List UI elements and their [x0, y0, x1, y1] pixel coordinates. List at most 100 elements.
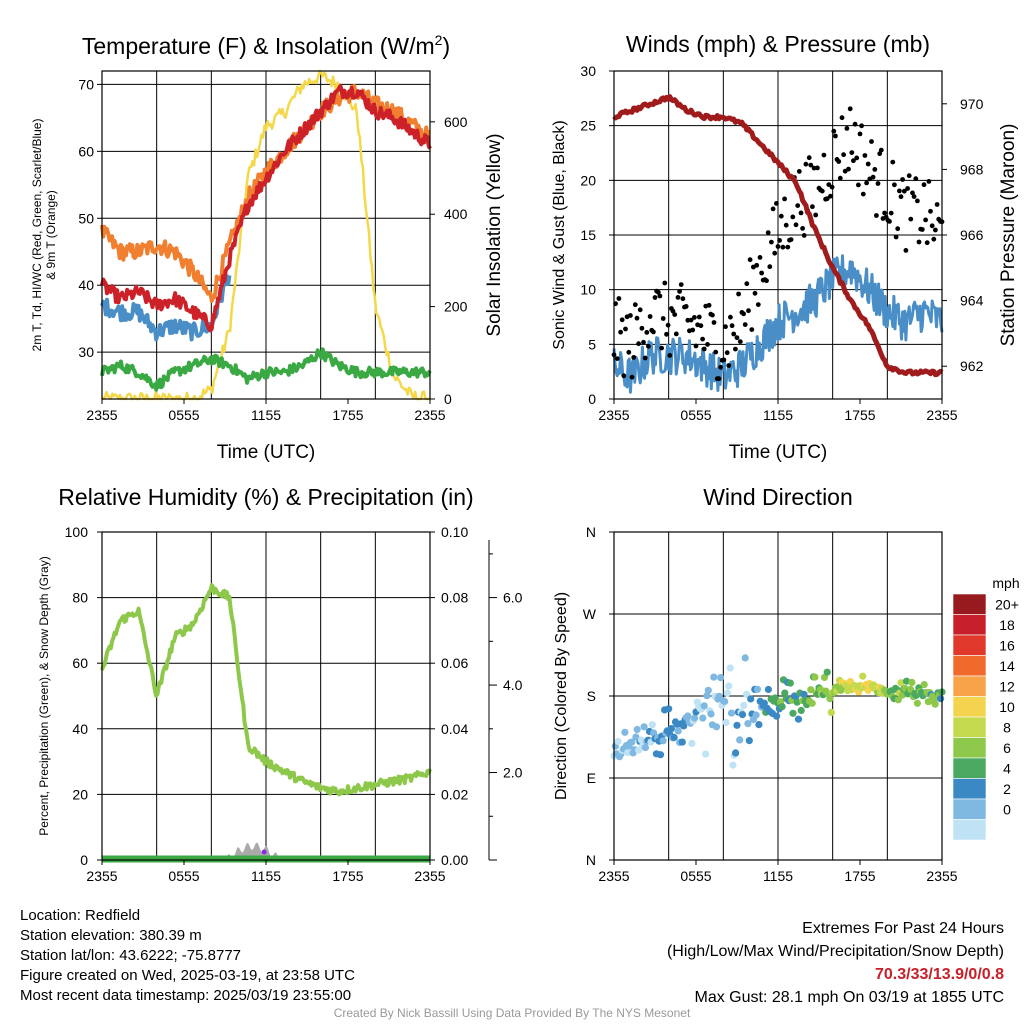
gust-point [767, 264, 773, 270]
direction-point [656, 751, 665, 759]
rh-ylabel: Percent, Precipitation (Green), & Snow D… [37, 556, 51, 835]
colorbar-swatch [952, 716, 987, 738]
rh-y2-ticks: 0.00 0.02 0.04 0.06 0.08 0.10 [430, 524, 468, 868]
gust-point [852, 121, 858, 127]
y-tick-label: N [586, 524, 596, 540]
temp-ylabel-right: Solar Insolation (Yellow) [484, 133, 505, 336]
direction-point [670, 733, 678, 742]
gust-point [690, 327, 696, 333]
dewpoint-line [100, 347, 432, 392]
gust-point [890, 159, 896, 165]
y2-tick-label: 200 [444, 299, 468, 315]
gust-point [828, 193, 833, 199]
y-tick-label: 80 [72, 590, 88, 606]
direction-point [717, 674, 725, 682]
gust-point [800, 226, 805, 231]
direction-point [624, 749, 632, 757]
x-tick-label: 1755 [844, 407, 875, 423]
insolation-line [100, 69, 430, 401]
gust-point [875, 181, 881, 186]
gust-point [765, 230, 771, 236]
gust-point [777, 238, 782, 243]
gust-point [790, 214, 796, 220]
gust-point [673, 331, 679, 337]
gust-point [921, 182, 927, 188]
gust-point [728, 314, 733, 320]
colorbar-label: 14 [999, 658, 1015, 674]
y2-tick-label: 400 [444, 206, 468, 222]
gust-point [865, 161, 871, 167]
gust-point [821, 152, 827, 158]
direction-point [800, 690, 808, 698]
direction-point [920, 681, 928, 689]
direction-point [823, 668, 831, 676]
direction-point [859, 672, 867, 680]
colorbar-swatch [952, 778, 987, 800]
max-gust-text: Max Gust: 28.1 mph On 03/19 at 1855 UTC [694, 989, 1005, 1006]
direction-point [712, 723, 721, 731]
y-tick-label: 70 [78, 76, 94, 92]
direction-point [913, 699, 922, 707]
gust-point [895, 226, 901, 232]
gust-point [928, 208, 933, 214]
gust-point [778, 213, 784, 219]
direction-point [807, 686, 815, 694]
rh-y3-ticks: 2.0 4.0 6.0 [488, 540, 523, 861]
x-tick-label: 1755 [844, 868, 875, 884]
gust-point [665, 322, 671, 328]
x-tick-label: 2355 [414, 407, 445, 423]
y2-tick-label: 0.04 [441, 721, 468, 737]
gust-point [923, 217, 928, 223]
x-tick-label: 2355 [86, 868, 117, 884]
x-tick-label: 0555 [168, 868, 199, 884]
dir-ylabel: Direction (Colored By Speed) [553, 592, 570, 800]
direction-point [764, 685, 773, 694]
extremes-values: 70.3/33/13.9/0/0.8 [875, 966, 1004, 983]
gust-point [623, 326, 628, 332]
gust-point [846, 166, 851, 172]
extremes-title: Extremes For Past 24 Hours [802, 920, 1004, 937]
gust-point [628, 313, 633, 318]
direction-point [633, 725, 641, 734]
gust-point [755, 302, 761, 307]
gust-point [877, 151, 883, 157]
station-info: Location: Redfield Station elevation: 38… [20, 906, 355, 1006]
direction-point [924, 698, 932, 706]
direction-point [789, 709, 797, 717]
y-tick-label: W [583, 606, 597, 622]
gust-point [810, 204, 815, 210]
x-tick-label: 2355 [926, 407, 957, 423]
gust-point [664, 331, 669, 337]
temp-ylabel-line1: 2m T, Td, HI/WC (Red, Green, Scarlet/Blu… [30, 119, 44, 352]
colorbar-swatch [952, 696, 987, 718]
gust-point [864, 180, 869, 186]
direction-point [659, 737, 667, 745]
direction-point [755, 721, 763, 729]
direction-point [811, 673, 819, 681]
gust-point [642, 355, 648, 361]
gust-point [910, 190, 915, 196]
direction-point [702, 750, 710, 758]
direction-point [931, 700, 939, 708]
gust-point [854, 155, 860, 161]
gust-point [833, 133, 838, 139]
gust-point [906, 173, 912, 179]
gust-point [736, 291, 741, 297]
x-tick-label: 1155 [251, 868, 281, 884]
gust-point [632, 302, 638, 308]
gust-point [929, 223, 935, 229]
gust-point [647, 314, 653, 319]
temp-xlabel: Time (UTC) [217, 442, 316, 463]
direction-point [745, 737, 753, 745]
gust-point [616, 296, 622, 301]
gust-point [713, 349, 719, 355]
gust-point [701, 346, 707, 352]
gust-point [798, 210, 804, 216]
gust-point [841, 152, 846, 158]
y2-tick-label: 0.02 [441, 786, 468, 802]
dir-series [610, 654, 946, 769]
y2-tick-label: 0.00 [441, 852, 468, 868]
direction-point [678, 738, 686, 746]
direction-point [707, 710, 715, 718]
y-tick-label: 60 [72, 655, 88, 671]
